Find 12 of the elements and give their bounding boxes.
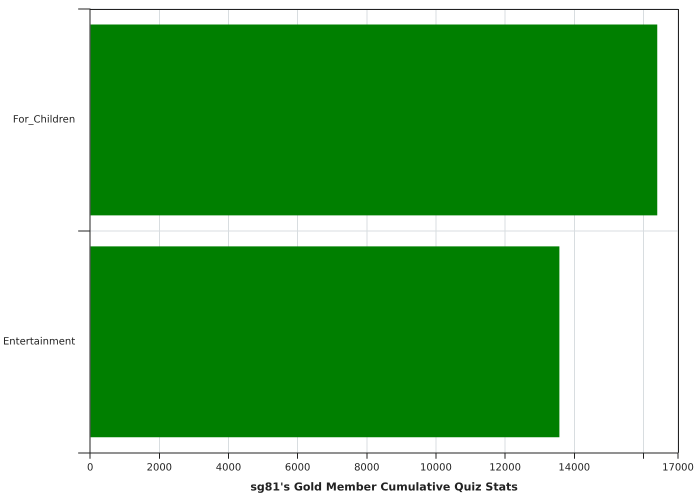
x-tick-label: 2000	[146, 462, 172, 474]
x-tick-label: 10000	[420, 462, 452, 474]
x-axis-title: sg81's Gold Member Cumulative Quiz Stats	[250, 480, 518, 494]
x-tick-label: 4000	[216, 462, 242, 474]
y-tick-label: For_Children	[12, 114, 76, 126]
y-tick-label: Entertainment	[2, 336, 76, 348]
x-tick-label: 0	[86, 462, 94, 474]
x-tick-label: 17000	[662, 462, 694, 474]
x-tick-label: 6000	[284, 462, 310, 474]
x-tick-label: 14000	[558, 462, 590, 474]
x-tick-label: 8000	[354, 462, 380, 474]
x-tick-label: 12000	[489, 462, 522, 474]
